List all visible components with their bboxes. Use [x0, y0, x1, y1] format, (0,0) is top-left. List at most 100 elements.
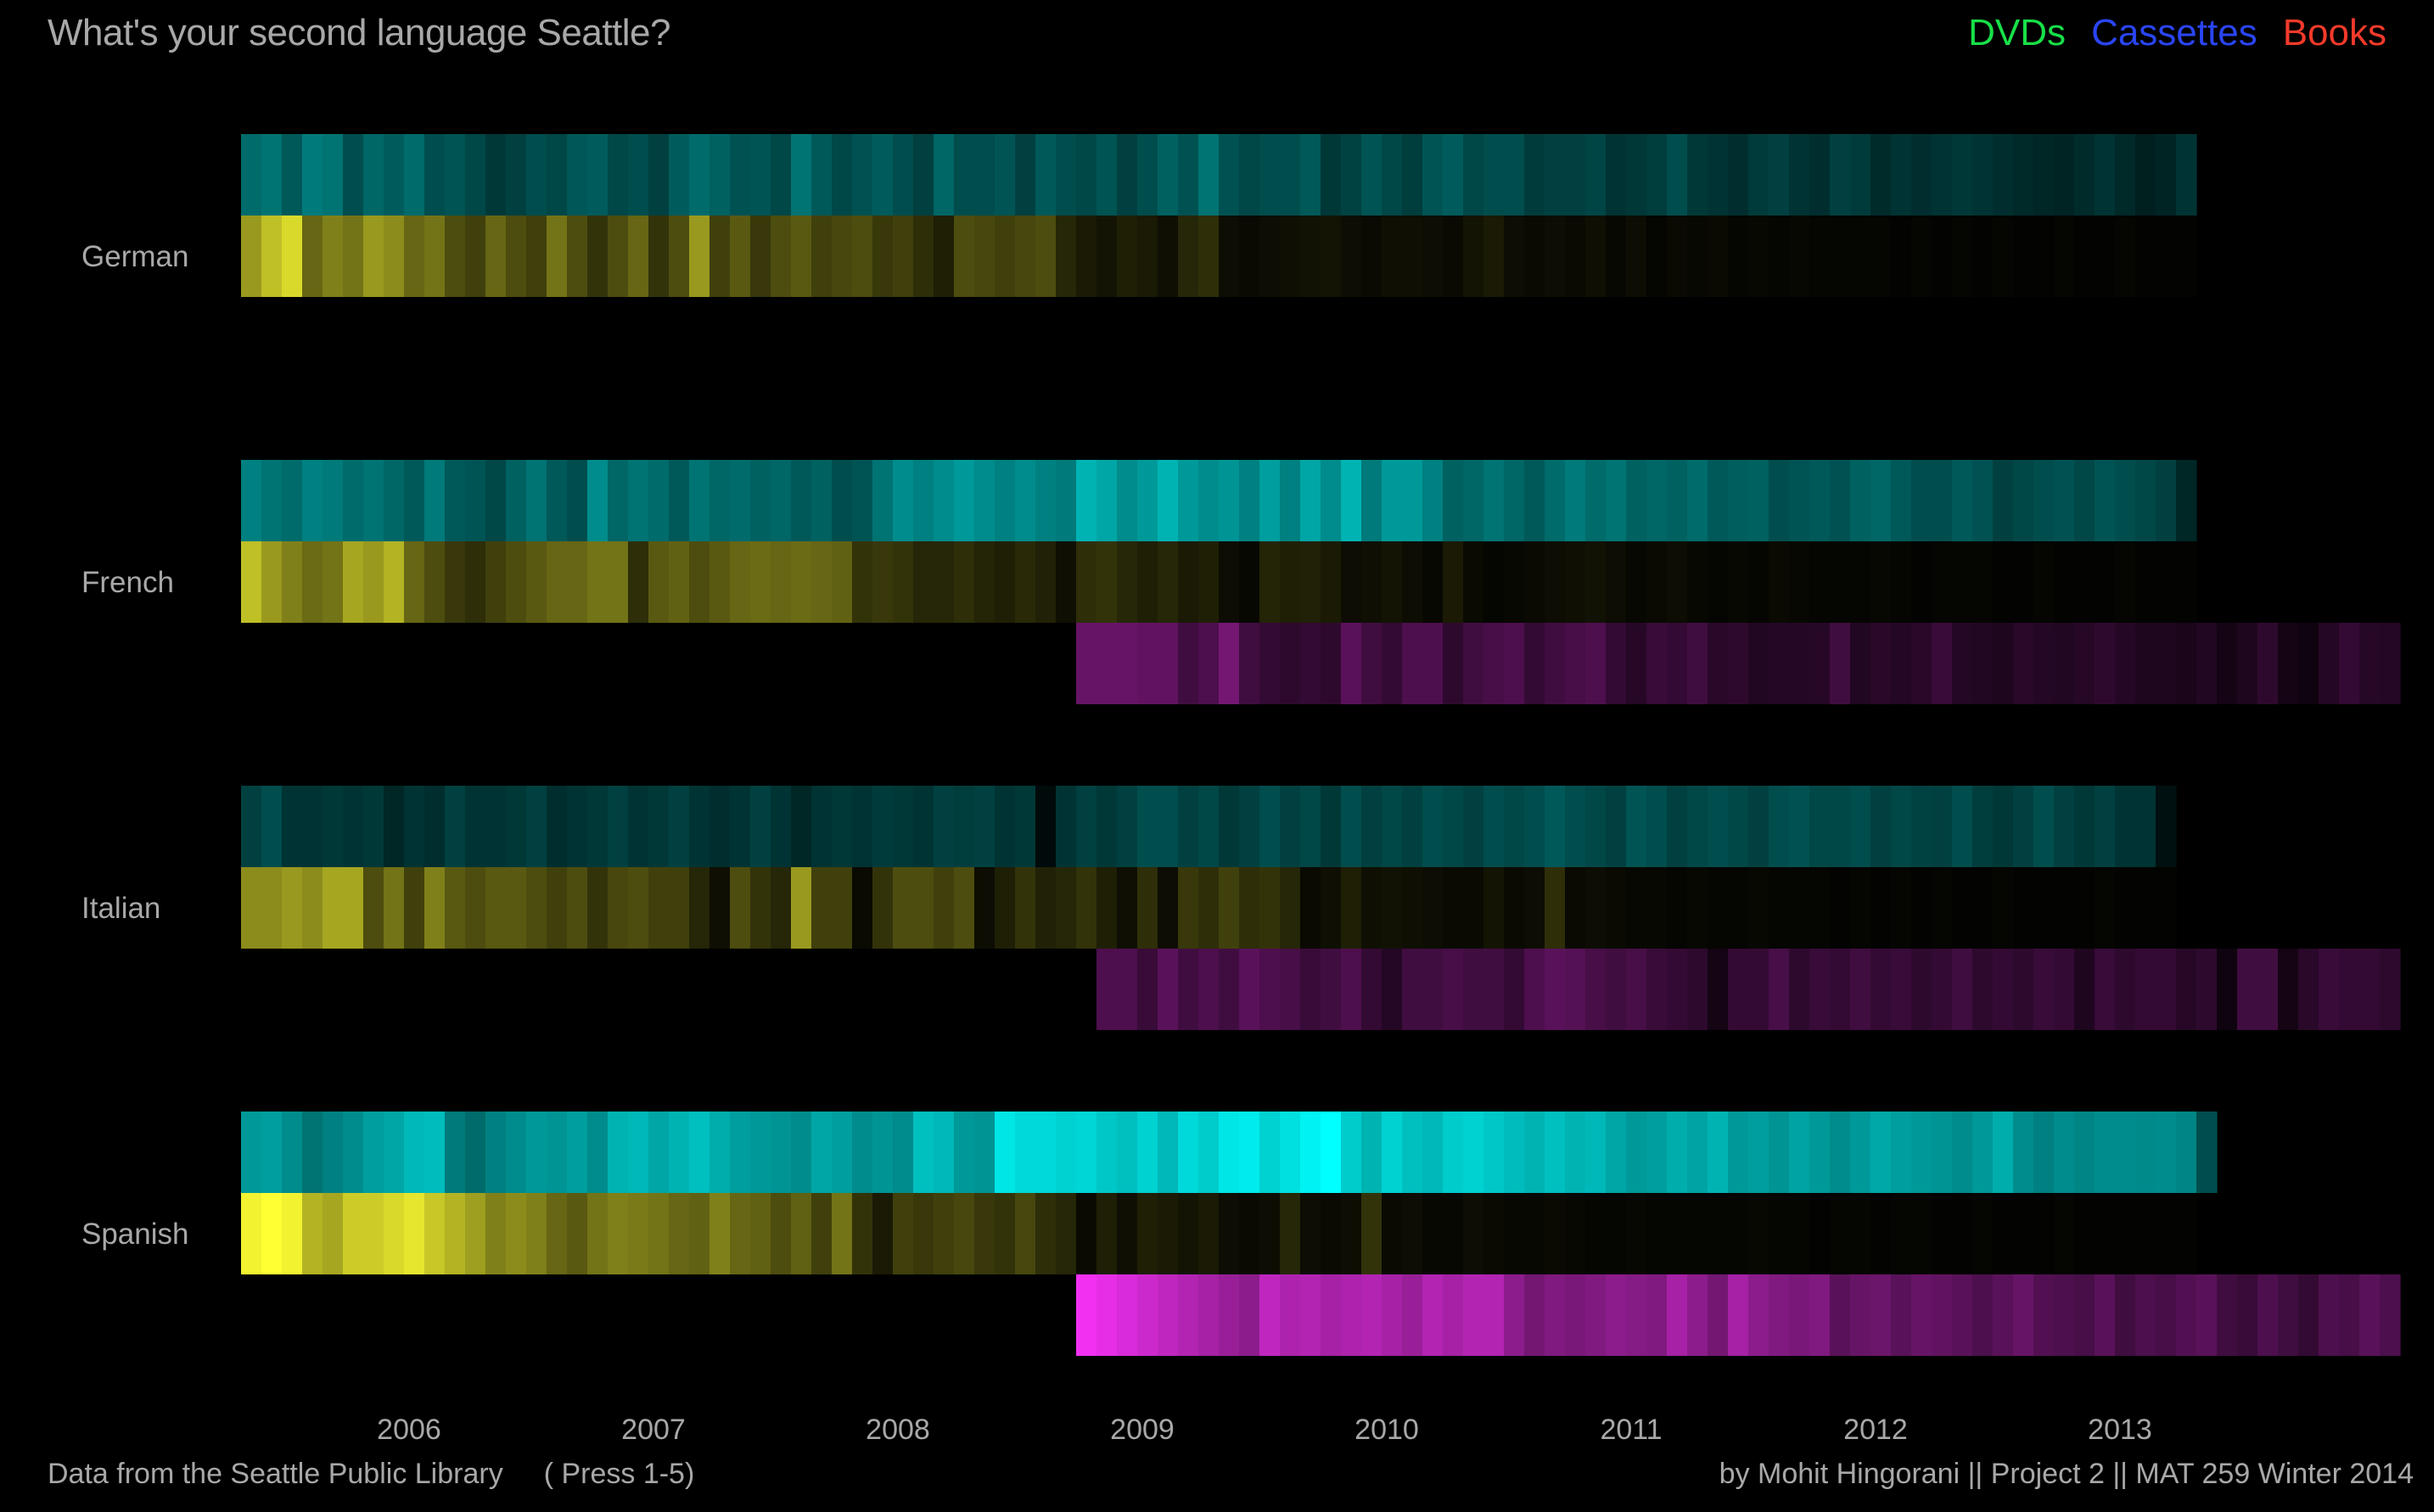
legend-item-dvds[interactable]: DVDs: [1968, 12, 2067, 53]
heat-cell-french-yellow: [1158, 541, 1179, 623]
heat-cell-spanish-magenta: [1280, 1274, 1301, 1356]
heat-cell-french-magenta: [1259, 623, 1281, 704]
heat-cell-spanish-magenta: [1300, 1274, 1321, 1356]
heat-cell-german-cyan: [485, 134, 507, 216]
heat-cell-spanish-yellow: [587, 1193, 608, 1274]
heat-cell-french-yellow: [1545, 541, 1566, 623]
heat-cell-italian-cyan: [1667, 786, 1688, 867]
heat-cell-french-cyan: [1830, 460, 1851, 541]
heat-cell-french-cyan: [1972, 460, 1994, 541]
heat-cell-italian-cyan: [282, 786, 303, 867]
heat-cell-spanish-yellow: [913, 1193, 934, 1274]
heat-cell-german-yellow: [771, 216, 792, 297]
heat-cell-spanish-yellow: [445, 1193, 466, 1274]
heat-cell-spanish-cyan: [995, 1112, 1016, 1193]
heat-cell-italian-magenta: [1830, 949, 1851, 1030]
heat-cell-german-yellow: [424, 216, 446, 297]
heat-cell-french-yellow: [1259, 541, 1281, 623]
heat-cell-german-cyan: [1585, 134, 1607, 216]
heat-cell-german-yellow: [1626, 216, 1647, 297]
heat-cell-italian-cyan: [1646, 786, 1668, 867]
heat-cell-french-yellow: [1239, 541, 1260, 623]
heat-cell-spanish-cyan: [730, 1112, 751, 1193]
heat-cell-italian-cyan: [811, 786, 833, 867]
heat-cell-spanish-magenta: [1911, 1274, 1932, 1356]
heat-cell-french-cyan: [1321, 460, 1342, 541]
heat-cell-german-yellow: [1891, 216, 1912, 297]
heat-cell-italian-cyan: [1626, 786, 1647, 867]
heat-cell-italian-cyan: [1728, 786, 1749, 867]
heat-cell-german-yellow: [282, 216, 303, 297]
heat-cell-italian-magenta: [1137, 949, 1158, 1030]
heat-cell-german-cyan: [1952, 134, 1973, 216]
heat-cell-italian-magenta: [1280, 949, 1301, 1030]
heat-cell-italian-yellow: [1789, 867, 1810, 949]
heat-cell-spanish-magenta: [1626, 1274, 1647, 1356]
heat-cell-french-magenta: [1728, 623, 1749, 704]
heat-cell-french-yellow: [465, 541, 486, 623]
heat-cell-french-yellow: [811, 541, 833, 623]
heat-cell-spanish-yellow: [1035, 1193, 1057, 1274]
heat-cell-french-magenta: [1870, 623, 1892, 704]
heat-cell-german-cyan: [1076, 134, 1097, 216]
heat-cell-german-cyan: [689, 134, 710, 216]
heat-cell-spanish-cyan: [2115, 1112, 2136, 1193]
heat-cell-german-cyan: [893, 134, 914, 216]
heat-cell-italian-cyan: [1137, 786, 1158, 867]
heat-cell-spanish-yellow: [1646, 1193, 1668, 1274]
heat-cell-spanish-cyan: [1972, 1112, 1994, 1193]
heat-cell-italian-yellow: [872, 867, 894, 949]
legend-item-cassettes[interactable]: Cassettes: [2091, 12, 2257, 53]
heat-cell-italian-magenta: [1504, 949, 1525, 1030]
heat-cell-spanish-yellow: [322, 1193, 344, 1274]
heat-cell-italian-cyan: [648, 786, 670, 867]
heat-cell-spanish-magenta: [2054, 1274, 2075, 1356]
heat-cell-german-cyan: [1137, 134, 1158, 216]
heat-cell-spanish-cyan: [1545, 1112, 1566, 1193]
heat-cell-french-magenta: [2196, 623, 2218, 704]
legend-item-books[interactable]: Books: [2282, 12, 2386, 53]
heat-cell-italian-yellow: [2074, 867, 2095, 949]
heat-cell-spanish-cyan: [1483, 1112, 1505, 1193]
heat-cell-german-cyan: [1524, 134, 1545, 216]
heat-cell-italian-cyan: [1769, 786, 1790, 867]
heat-cell-german-cyan: [974, 134, 995, 216]
heat-cell-italian-yellow: [1402, 867, 1423, 949]
heat-cell-german-yellow: [567, 216, 588, 297]
heat-cell-french-yellow: [771, 541, 792, 623]
heat-cell-spanish-yellow: [1015, 1193, 1036, 1274]
heat-cell-french-yellow: [2135, 541, 2156, 623]
heat-cell-german-yellow: [261, 216, 283, 297]
heat-cell-spanish-yellow: [1687, 1193, 1708, 1274]
heat-cell-german-yellow: [1259, 216, 1281, 297]
heat-cell-french-yellow: [974, 541, 995, 623]
heat-cell-german-yellow: [1280, 216, 1301, 297]
heat-cell-french-yellow: [1952, 541, 1973, 623]
heat-cell-italian-magenta: [1850, 949, 1871, 1030]
heat-cell-french-cyan: [1463, 460, 1484, 541]
heat-cell-french-magenta: [1850, 623, 1871, 704]
heat-cell-german-cyan: [445, 134, 466, 216]
heat-cell-spanish-yellow: [1219, 1193, 1240, 1274]
heat-cell-german-yellow: [2074, 216, 2095, 297]
heat-cell-spanish-yellow: [2115, 1193, 2136, 1274]
heat-cell-german-cyan: [628, 134, 649, 216]
heat-cell-italian-yellow: [750, 867, 771, 949]
heat-cell-spanish-magenta: [1361, 1274, 1382, 1356]
heat-cell-french-yellow: [1198, 541, 1220, 623]
heat-cell-german-yellow: [547, 216, 568, 297]
heat-cell-italian-yellow: [1728, 867, 1749, 949]
heat-cell-spanish-yellow: [1361, 1193, 1382, 1274]
heat-cell-french-yellow: [1382, 541, 1403, 623]
heat-cell-italian-magenta: [1891, 949, 1912, 1030]
heat-cell-german-cyan: [648, 134, 670, 216]
heat-cell-italian-yellow: [1667, 867, 1688, 949]
heat-cell-french-yellow: [608, 541, 629, 623]
heat-cell-german-yellow: [1178, 216, 1199, 297]
heat-cell-spanish-yellow: [526, 1193, 547, 1274]
heat-cell-italian-yellow: [2033, 867, 2055, 949]
heat-cell-german-yellow: [1504, 216, 1525, 297]
heat-cell-spanish-yellow: [404, 1193, 425, 1274]
heat-cell-italian-cyan: [1117, 786, 1138, 867]
heat-cell-german-yellow: [2095, 216, 2116, 297]
